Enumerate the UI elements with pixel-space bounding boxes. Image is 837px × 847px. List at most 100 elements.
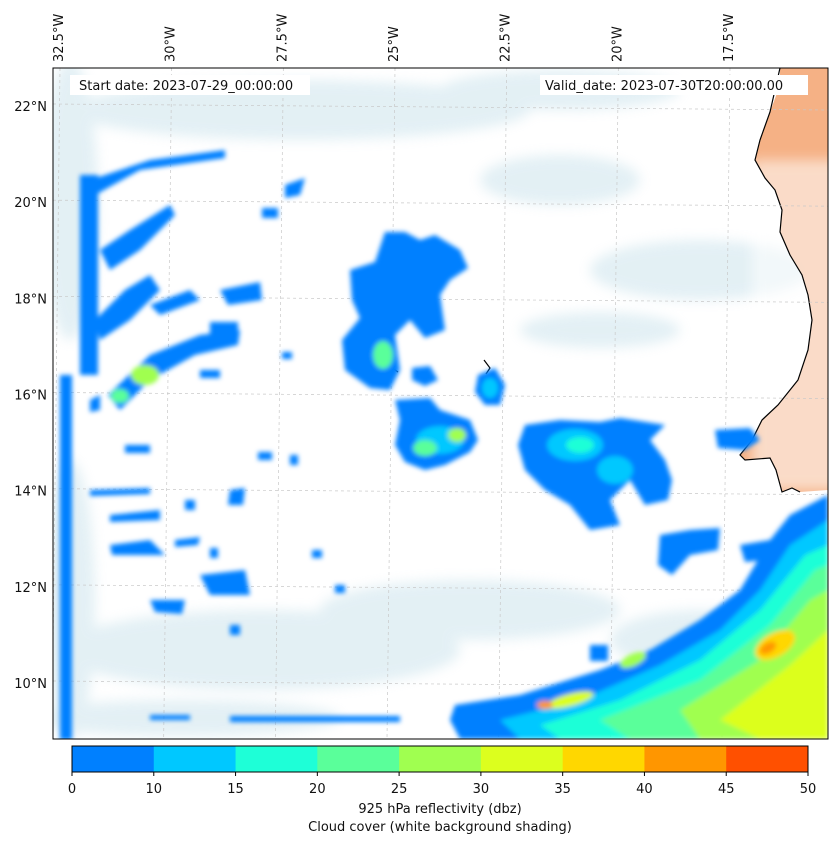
colorbar-tick-label: 35 [554, 782, 571, 797]
colorbar-tick-label: 45 [718, 782, 735, 797]
meridian-line [498, 68, 508, 739]
reflectivity-cell [100, 205, 175, 270]
reflectivity-cell [175, 537, 200, 547]
colorbar-swatch [726, 746, 809, 772]
colorbar-outline [71, 745, 809, 773]
colorbar-swatch [644, 746, 727, 772]
reflectivity-cell [262, 208, 278, 218]
colorbar-swatch [562, 746, 645, 772]
reflectivity-cell [200, 570, 250, 595]
reflectivity-cell [131, 365, 159, 385]
reflectivity-cell [759, 641, 777, 655]
reflectivity-cell [290, 455, 298, 465]
start-date-label: Start date: 2023-07-29_00:00:00 [79, 79, 293, 94]
colorbar-swatch [153, 746, 237, 772]
reflectivity-cell [185, 500, 195, 510]
reflectivity-cell [720, 630, 828, 739]
latitude-label: 18°N [14, 292, 47, 307]
latitude-label: 10°N [14, 677, 47, 692]
longitude-label: 17.5°W [722, 14, 737, 62]
meridian-line [163, 68, 173, 739]
reflectivity-cell [150, 715, 190, 720]
reflectivity-cell [60, 375, 72, 739]
colorbar-tick-label: 30 [473, 782, 490, 797]
reflectivity-cell [537, 701, 553, 709]
latitude-label: 16°N [14, 389, 47, 404]
reflectivity-cell [90, 150, 225, 195]
reflectivity-field [60, 150, 828, 739]
reflectivity-cell [282, 352, 292, 359]
reflectivity-cell [110, 510, 160, 522]
reflectivity-cell [210, 322, 238, 334]
reflectivity-cell [258, 452, 272, 460]
reflectivity-cell [111, 389, 129, 403]
reflectivity-cell [715, 428, 760, 450]
date-header: Start date: 2023-07-29_00:00:00 Valid_da… [70, 75, 808, 95]
reflectivity-cell [110, 540, 165, 555]
longitude-label: 30°W [164, 26, 179, 62]
reflectivity-cell [597, 456, 633, 484]
reflectivity-cell [230, 716, 400, 722]
reflectivity-cell [658, 528, 720, 575]
reflectivity-cell [412, 366, 438, 386]
latitude-labels: 22°N 20°N 18°N 16°N 14°N 12°N 10°N [14, 100, 47, 692]
reflectivity-cell [220, 282, 262, 305]
latitude-label: 22°N [14, 100, 47, 115]
latitude-label: 12°N [14, 581, 47, 596]
reflectivity-cell [373, 341, 393, 369]
longitude-label: 32.5°W [52, 14, 67, 62]
map-area: Start date: 2023-07-29_00:00:00 Valid_da… [53, 68, 828, 739]
latitude-label: 20°N [14, 196, 47, 211]
colorbar-sublabel: Cloud cover (white background shading) [308, 820, 572, 835]
longitude-label: 27.5°W [275, 14, 290, 62]
meridian-line [386, 68, 396, 739]
longitude-label: 22.5°W [499, 14, 514, 62]
reflectivity-cell [125, 445, 150, 453]
reflectivity-cell [90, 488, 150, 496]
reflectivity-cell [413, 440, 437, 456]
colorbar-tick-label: 15 [227, 782, 244, 797]
colorbar-label: 925 hPa reflectivity (dbz) [358, 802, 521, 817]
latitude-label: 14°N [14, 485, 47, 500]
reflectivity-cell [285, 178, 305, 198]
reflectivity-cell [150, 290, 200, 315]
reflectivity-cell [80, 175, 98, 375]
land-west-africa [391, 68, 828, 493]
longitude-label: 25°W [387, 26, 402, 62]
reflectivity-cell [210, 548, 218, 558]
reflectivity-cell [342, 232, 468, 390]
reflectivity-cell [200, 370, 220, 378]
colorbar-swatch [235, 746, 318, 772]
colorbar-tick-label: 40 [636, 782, 653, 797]
reflectivity-cell [335, 585, 345, 593]
meridian-line [609, 68, 619, 739]
reflectivity-cell [620, 651, 646, 669]
colorbar-tick-label: 10 [146, 782, 163, 797]
colorbar-tick-label: 50 [800, 782, 817, 797]
colorbar-tick-label: 20 [309, 782, 326, 797]
valid-date-label: Valid_date: 2023-07-30T20:00:00.00 [545, 79, 783, 94]
colorbar-tick-label: 0 [68, 782, 76, 797]
colorbar-swatch [72, 746, 155, 772]
longitude-label: 20°W [610, 26, 625, 62]
reflectivity-cell [482, 378, 498, 398]
reflectivity-cell [150, 600, 185, 614]
reflectivity-cell [546, 691, 594, 709]
reflectivity-cell [230, 625, 240, 635]
longitude-labels: 32.5°W 30°W 27.5°W 25°W 22.5°W 20°W 17.5°W [52, 14, 737, 62]
reflectivity-cell [590, 645, 608, 661]
reflectivity-cell [312, 550, 322, 558]
colorbar: 0 10 15 20 25 30 35 40 45 50 925 hPa reflectivity… [68, 745, 817, 835]
colorbar-tick-label: 25 [391, 782, 408, 797]
colorbar-swatch [317, 746, 400, 772]
reflectivity-cell [108, 330, 240, 410]
reflectivity-cell [95, 275, 160, 340]
coastline [739, 68, 813, 493]
reflectivity-cell [90, 395, 100, 412]
colorbar-swatch [399, 746, 482, 772]
map-frame [52, 67, 829, 740]
reflectivity-cell [566, 437, 594, 453]
meridian-line [274, 68, 284, 739]
